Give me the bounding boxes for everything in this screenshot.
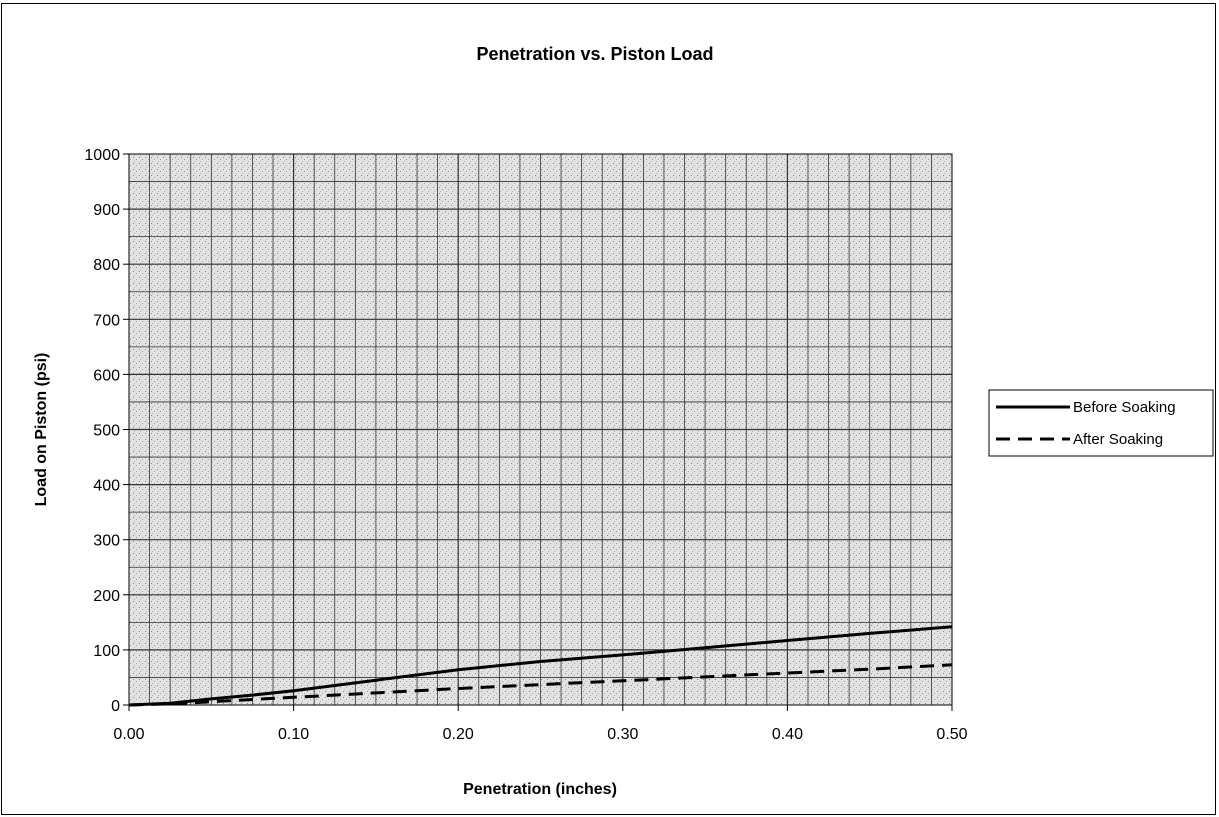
y-tick-label: 300: [93, 533, 120, 550]
y-tick-label: 600: [93, 367, 120, 384]
y-tick-label: 0: [111, 698, 120, 715]
y-tick-label: 800: [93, 257, 120, 274]
y-axis-title: Load on Piston (psi): [33, 353, 50, 507]
x-tick-label: 0.20: [443, 726, 474, 743]
y-tick-label: 500: [93, 423, 120, 440]
y-tick-label: 1000: [84, 147, 120, 164]
x-tick-label: 0.00: [113, 726, 144, 743]
y-axis-ticks: 0 100 200 300 400 500 600 700 800 900 1000: [84, 147, 129, 715]
legend: Before Soaking After Soaking: [988, 389, 1214, 457]
y-tick-label: 400: [93, 478, 120, 495]
x-tick-label: 0.40: [772, 726, 803, 743]
y-tick-label: 700: [93, 312, 120, 329]
legend-label-after-soaking: After Soaking: [1073, 431, 1163, 448]
x-tick-label: 0.30: [607, 726, 638, 743]
y-tick-label: 100: [93, 643, 120, 660]
x-axis-ticks: 0.00 0.10 0.20 0.30 0.40 0.50: [113, 705, 968, 743]
series-layer: [128, 625, 953, 707]
legend-label-before-soaking: Before Soaking: [1073, 399, 1176, 416]
y-tick-label: 900: [93, 202, 120, 219]
x-tick-label: 0.50: [936, 726, 967, 743]
legend-box: [988, 389, 1214, 457]
chart-title: Penetration vs. Piston Load: [476, 44, 713, 64]
y-tick-label: 200: [93, 588, 120, 605]
x-axis-title: Penetration (inches): [463, 781, 617, 798]
grid-lines: [129, 154, 952, 705]
x-tick-label: 0.10: [278, 726, 309, 743]
series-line-before-soaking: [128, 625, 953, 707]
